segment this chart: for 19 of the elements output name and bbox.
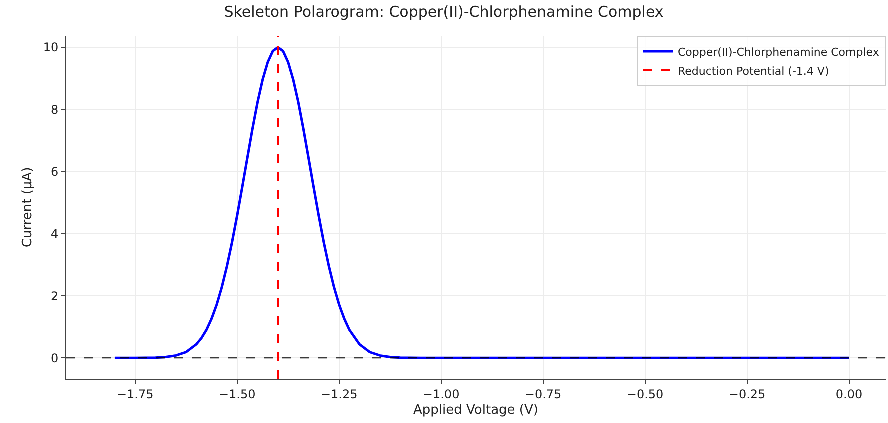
y-tick-label: 6 [50, 164, 59, 179]
x-tick-label: 0.00 [836, 387, 863, 402]
legend-label: Copper(II)-Chlorphenamine Complex [678, 46, 880, 59]
y-tick-label: 10 [43, 40, 59, 55]
chart-title: Skeleton Polarogram: Copper(II)-Chlorphenamine Complex [224, 2, 664, 21]
y-axis-title: Current (μA) [20, 167, 36, 248]
y-tick-label: 4 [50, 227, 59, 242]
x-tick-label: −0.50 [626, 387, 664, 402]
x-tick-label: −1.00 [422, 387, 460, 402]
y-tick-label: 2 [50, 289, 59, 304]
x-axis-title: Applied Voltage (V) [414, 403, 538, 418]
legend-label: Reduction Potential (-1.4 V) [678, 64, 830, 78]
x-tick-label: −0.25 [728, 387, 766, 402]
y-tick-label: 0 [50, 351, 59, 366]
x-tick-label: −1.25 [320, 387, 358, 402]
x-tick-label: −1.75 [116, 387, 154, 402]
x-tick-label: −0.75 [524, 387, 562, 402]
x-tick-label: −1.50 [218, 387, 256, 402]
y-tick-label: 8 [50, 102, 59, 117]
